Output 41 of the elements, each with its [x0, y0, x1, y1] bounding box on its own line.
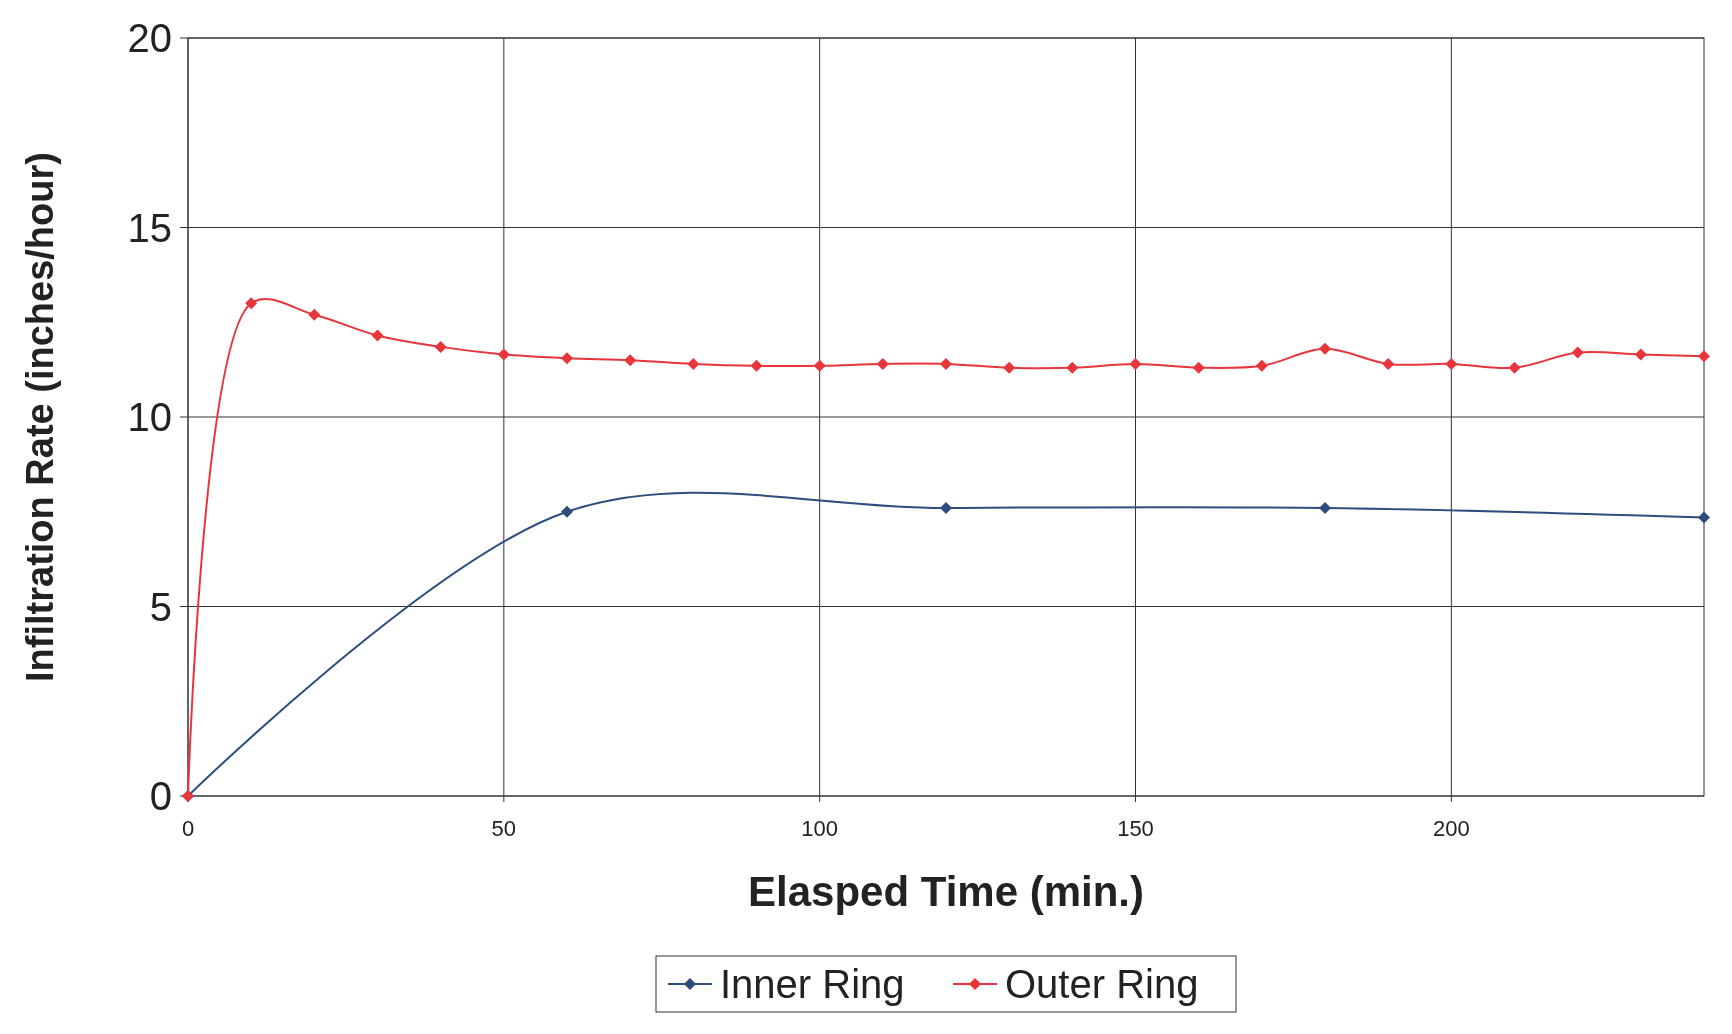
point	[561, 505, 573, 518]
point	[1634, 348, 1647, 361]
point	[1508, 361, 1521, 374]
point	[1003, 361, 1016, 374]
point	[371, 329, 384, 342]
point	[940, 357, 952, 370]
point	[687, 357, 700, 370]
legend-label: Outer Ring	[1005, 962, 1199, 1006]
y-axis-title: Infiltration Rate (inches/hour)	[19, 152, 61, 682]
point	[1319, 501, 1331, 514]
x-tick-label: 100	[801, 816, 839, 841]
y-tick-label: 5	[149, 584, 172, 629]
point	[813, 359, 826, 372]
point	[1319, 342, 1331, 355]
x-tick-label: 150	[1117, 816, 1154, 841]
y-tick-label: 15	[127, 205, 172, 250]
point	[434, 340, 447, 353]
point	[876, 357, 889, 370]
point	[561, 352, 573, 365]
point	[245, 297, 258, 310]
point	[1698, 511, 1710, 524]
point	[1129, 357, 1142, 370]
legend-label: Inner Ring	[720, 962, 905, 1006]
x-tick-label: 200	[1432, 816, 1470, 841]
point	[308, 308, 321, 321]
x-axis-title: Elasped Time (min.)	[748, 868, 1144, 915]
y-tick-label: 20	[127, 16, 172, 60]
y-tick-label: 10	[127, 395, 172, 439]
point	[1698, 350, 1710, 363]
point	[1066, 361, 1079, 374]
point	[1255, 359, 1268, 372]
point	[1192, 361, 1205, 374]
point	[750, 359, 763, 372]
x-tick-label: 0	[181, 816, 195, 841]
point	[1445, 357, 1458, 370]
point	[1382, 357, 1395, 370]
point	[940, 501, 952, 514]
point	[624, 354, 637, 367]
point	[497, 348, 510, 361]
x-tick-label: 50	[491, 816, 517, 841]
point	[1571, 346, 1584, 359]
